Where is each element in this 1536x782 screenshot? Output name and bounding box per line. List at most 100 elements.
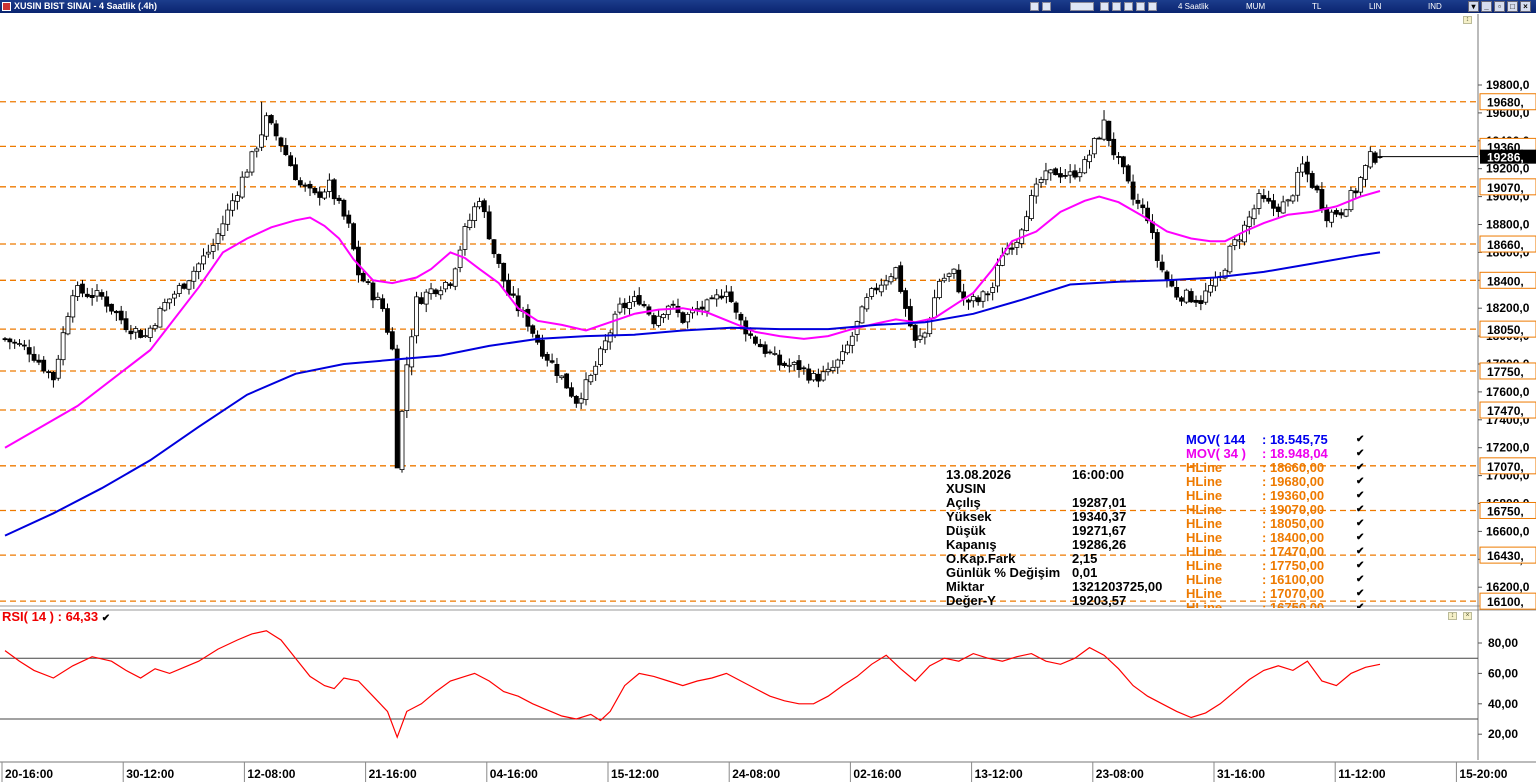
candle-body	[912, 324, 918, 341]
legend-name: HLine	[1186, 572, 1223, 587]
y-tick-label: 19200,0	[1486, 162, 1530, 176]
candle-body	[1130, 181, 1136, 200]
x-tick-label: 15-20:00	[1459, 767, 1507, 781]
candle-body	[297, 180, 303, 186]
minimize-icon[interactable]: _	[1481, 1, 1492, 12]
hline-tag	[1479, 501, 1536, 519]
candle-body	[1314, 185, 1320, 191]
legend-value: : 17070,00	[1262, 586, 1325, 601]
candle-body	[370, 282, 376, 301]
candle-body	[75, 285, 81, 297]
candle-body	[273, 123, 279, 137]
candle-body	[486, 211, 492, 240]
check-icon[interactable]: ✔	[1356, 476, 1365, 487]
last-price-label: 19286,	[1487, 151, 1524, 165]
panel-scroll-icon[interactable]: ↕	[1463, 16, 1472, 24]
check-icon[interactable]: ✔	[1356, 518, 1365, 529]
info-value: 1321203725,00	[1072, 579, 1163, 594]
currency-selector[interactable]: TL	[1312, 2, 1322, 11]
toolbar-tool-icon[interactable]	[1136, 2, 1145, 11]
check-icon[interactable]: ✔	[101, 613, 111, 624]
candle-body	[162, 302, 168, 311]
candle-body	[549, 360, 555, 363]
chart-type-selector[interactable]: MUM	[1246, 2, 1266, 11]
candle-body	[336, 197, 342, 201]
rsi-panel-scroll-icon[interactable]: ↕	[1448, 612, 1457, 620]
check-icon[interactable]: ✔	[1356, 546, 1365, 557]
x-tick-label: 30-12:00	[126, 767, 174, 781]
candle-body	[753, 336, 758, 344]
legend-value: : 16750,00	[1262, 600, 1325, 609]
hline-tag	[1479, 235, 1536, 253]
candle-body	[201, 255, 206, 265]
toolbar-tool-icon[interactable]	[1030, 2, 1039, 11]
rsi-panel-close-icon[interactable]: ×	[1463, 612, 1472, 620]
candle-body	[293, 164, 298, 181]
candle-body	[1043, 170, 1049, 181]
info-panel: 13.08.2026 16:00:00 XUSIN Açılış 19287,01…	[946, 468, 1186, 608]
rsi-tick-label: 20,00	[1488, 727, 1518, 741]
candle-body	[1285, 199, 1291, 202]
check-icon[interactable]: ✔	[1356, 490, 1365, 501]
check-icon[interactable]: ✔	[1356, 574, 1365, 585]
check-icon[interactable]: ✔	[1356, 560, 1365, 571]
candle-body	[1295, 171, 1301, 196]
info-value: 19340,37	[1072, 509, 1127, 524]
toolbar-tool-icon[interactable]	[1124, 2, 1133, 11]
check-icon[interactable]: ✔	[1356, 434, 1365, 445]
legend-name: HLine	[1186, 460, 1223, 475]
check-icon[interactable]: ✔	[1356, 448, 1365, 459]
legend-name: HLine	[1186, 600, 1223, 609]
restore-icon[interactable]: ▫	[1494, 1, 1505, 12]
candle-body	[651, 315, 657, 325]
legend-name: MOV( 144	[1186, 433, 1246, 447]
candle-body	[55, 358, 61, 379]
check-icon[interactable]: ✔	[1356, 462, 1365, 473]
maximize-icon[interactable]: □	[1507, 1, 1518, 12]
check-icon[interactable]: ✔	[1356, 532, 1365, 543]
candle-body	[36, 359, 42, 363]
toolbar-tool-icon[interactable]	[1042, 2, 1051, 11]
close-icon[interactable]: ×	[1520, 1, 1531, 12]
toolbar-tool-icon[interactable]	[1148, 2, 1157, 11]
hline-label: 18660,	[1487, 238, 1524, 252]
candles	[2, 101, 1383, 473]
candle-body	[438, 290, 444, 296]
candle-body	[46, 371, 51, 374]
candle-body	[128, 330, 134, 335]
candle-body	[869, 288, 875, 297]
candle-body	[845, 344, 850, 354]
horizontal-lines	[0, 101, 1536, 611]
candle-body	[317, 191, 323, 198]
legend-name: HLine	[1186, 488, 1223, 503]
scale-selector[interactable]: LIN	[1369, 2, 1382, 11]
candle-body	[113, 310, 119, 314]
candle-body	[1232, 239, 1238, 246]
y-tick-label: 16200,0	[1486, 580, 1530, 594]
candle-body	[365, 281, 371, 283]
rsi-panel: 80,00 60,00 40,00 20,00	[0, 630, 1518, 741]
hline-label: 17750,	[1487, 365, 1524, 379]
candle-body	[777, 354, 783, 366]
candle-body	[264, 115, 269, 137]
candle-body	[225, 209, 231, 225]
window-menu-icon[interactable]: ▾	[1468, 1, 1479, 12]
toolbar-tool-icon[interactable]	[1070, 2, 1094, 11]
toolbar-tool-icon[interactable]	[1112, 2, 1121, 11]
check-icon[interactable]: ✔	[1356, 504, 1365, 515]
period-selector[interactable]: 4 Saatlik	[1178, 2, 1209, 11]
rsi-label-text: RSI( 14 ) : 64,33	[2, 609, 99, 624]
check-icon[interactable]: ✔	[1356, 602, 1365, 608]
candle-body	[1246, 216, 1252, 227]
candle-body	[598, 348, 603, 366]
candle-body	[501, 262, 507, 282]
hline-tag	[1479, 271, 1536, 289]
candle-body	[244, 171, 250, 178]
indicator-selector[interactable]: IND	[1428, 2, 1442, 11]
candle-body	[874, 287, 879, 291]
check-icon[interactable]: ✔	[1356, 588, 1365, 599]
candle-body	[786, 364, 792, 367]
toolbar-tool-icon[interactable]	[1100, 2, 1109, 11]
candle-body	[104, 296, 110, 307]
